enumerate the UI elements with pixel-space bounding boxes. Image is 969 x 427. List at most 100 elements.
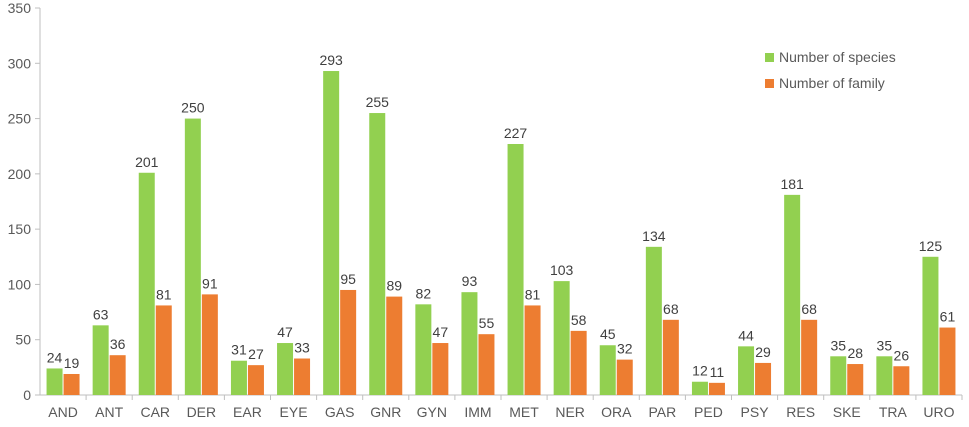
- y-tick-label: 150: [8, 221, 32, 237]
- x-tick-label: PSY: [741, 404, 770, 420]
- x-tick-label: NER: [555, 404, 585, 420]
- x-tick-label: ANT: [95, 404, 123, 420]
- legend-label: Number of family: [779, 75, 885, 91]
- bar-species: [461, 292, 478, 395]
- data-label: 103: [550, 262, 574, 278]
- data-label: 29: [755, 344, 771, 360]
- x-tick-label: PAR: [648, 404, 676, 420]
- data-label: 28: [847, 345, 863, 361]
- legend-swatch: [765, 79, 774, 88]
- data-label: 81: [156, 286, 172, 302]
- bar-family: [386, 296, 403, 395]
- data-label: 95: [340, 271, 356, 287]
- y-tick-label: 50: [15, 332, 31, 348]
- x-tick-label: TRA: [879, 404, 908, 420]
- bar-family: [847, 364, 864, 395]
- bar-family: [708, 382, 725, 395]
- data-label: 26: [894, 347, 910, 363]
- data-label: 68: [663, 301, 679, 317]
- data-label: 255: [366, 94, 390, 110]
- bar-family: [755, 362, 772, 395]
- data-label: 11: [710, 364, 725, 380]
- bar-family: [893, 366, 910, 395]
- bar-family: [478, 334, 495, 395]
- data-label: 44: [738, 327, 754, 343]
- data-label: 81: [525, 286, 541, 302]
- bar-family: [247, 365, 264, 395]
- data-label: 31: [231, 342, 247, 358]
- x-tick-label: GYN: [417, 404, 447, 420]
- x-tick-label: SKE: [833, 404, 861, 420]
- legend-swatch: [765, 53, 774, 62]
- bar-species: [738, 346, 755, 395]
- data-label: 89: [386, 278, 402, 294]
- x-tick-label: RES: [786, 404, 815, 420]
- bar-species: [230, 360, 247, 395]
- bar-species: [507, 144, 524, 395]
- bar-species: [599, 345, 616, 395]
- y-tick-label: 100: [8, 276, 32, 292]
- x-tick-label: EAR: [233, 404, 262, 420]
- data-label: 45: [600, 326, 616, 342]
- x-tick-label: MET: [509, 404, 539, 420]
- bar-family: [801, 319, 818, 395]
- legend-label: Number of species: [779, 49, 896, 65]
- bar-family: [294, 358, 311, 395]
- data-label: 58: [571, 312, 587, 328]
- bar-species: [184, 118, 201, 396]
- x-axis: AND ANT CAR DER EAR EYE GAS GNR GYN IMM MET NER ORA P…: [40, 394, 963, 420]
- data-label: 134: [642, 228, 666, 244]
- bar-species: [138, 172, 155, 395]
- data-label: 293: [319, 52, 343, 68]
- x-tick-label: ORA: [601, 404, 632, 420]
- bar-species: [323, 71, 340, 396]
- bar-family: [939, 327, 956, 395]
- bar-family: [662, 319, 679, 395]
- bar-species: [784, 194, 801, 395]
- bars-group: [46, 71, 956, 396]
- bar-family: [340, 289, 357, 395]
- data-label: 32: [617, 341, 633, 357]
- data-label: 250: [181, 100, 205, 116]
- x-tick-label: PED: [694, 404, 723, 420]
- data-label: 82: [416, 285, 432, 301]
- data-label: 27: [248, 346, 264, 362]
- data-label: 19: [64, 355, 80, 371]
- legend: Number of species Number of family: [765, 49, 896, 91]
- data-label: 36: [110, 336, 126, 352]
- bar-species: [691, 381, 708, 395]
- y-tick-label: 200: [8, 166, 32, 182]
- bar-species: [92, 325, 109, 395]
- bar-family: [616, 359, 633, 395]
- data-label: 47: [433, 324, 449, 340]
- data-label: 33: [294, 340, 310, 356]
- data-label: 12: [692, 363, 708, 379]
- bar-species: [922, 256, 939, 395]
- x-tick-label: GAS: [325, 404, 355, 420]
- y-tick-label: 300: [8, 55, 32, 71]
- data-label: 63: [93, 306, 109, 322]
- data-label: 125: [919, 238, 943, 254]
- data-label: 227: [504, 125, 528, 141]
- x-tick-label: AND: [48, 404, 78, 420]
- bar-species: [876, 356, 893, 395]
- data-label: 35: [830, 337, 846, 353]
- data-label: 93: [462, 273, 478, 289]
- x-tick-label: GNR: [370, 404, 401, 420]
- data-label: 55: [479, 315, 495, 331]
- bar-family: [201, 294, 218, 395]
- data-label: 68: [801, 301, 817, 317]
- bar-species: [830, 356, 847, 395]
- data-label: 35: [877, 337, 893, 353]
- bar-species: [553, 281, 570, 395]
- data-label: 91: [202, 275, 218, 291]
- bar-family: [570, 330, 587, 395]
- bar-family: [155, 305, 172, 395]
- data-label: 47: [277, 324, 293, 340]
- data-label: 201: [135, 154, 159, 170]
- bar-family: [432, 343, 449, 395]
- data-label: 24: [47, 349, 63, 365]
- y-tick-label: 0: [23, 387, 31, 403]
